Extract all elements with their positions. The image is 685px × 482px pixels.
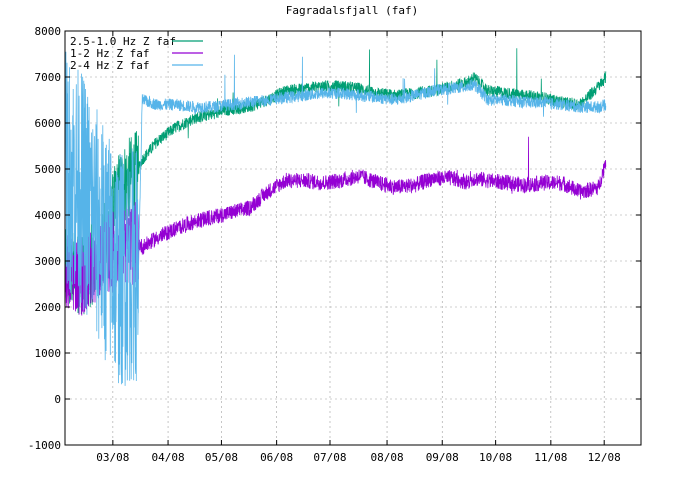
series-line xyxy=(64,48,607,315)
y-tick-label: 6000 xyxy=(35,117,62,130)
y-tick-label: 5000 xyxy=(35,163,62,176)
y-tick-label: 7000 xyxy=(35,71,62,84)
y-tick-label: -1000 xyxy=(28,439,61,452)
x-tick-label: 10/08 xyxy=(479,451,512,464)
series-line xyxy=(64,136,607,316)
x-tick-label: 12/08 xyxy=(588,451,621,464)
series-layer xyxy=(64,48,607,386)
chart-title: Fagradalsfjall (faf) xyxy=(286,4,418,17)
x-tick-label: 03/08 xyxy=(96,451,129,464)
y-tick-label: 8000 xyxy=(35,25,62,38)
x-tick-label: 11/08 xyxy=(534,451,567,464)
x-tick-label: 05/08 xyxy=(205,451,238,464)
plot-frame xyxy=(64,30,642,446)
x-tick-label: 04/08 xyxy=(151,451,184,464)
x-tick-label: 06/08 xyxy=(260,451,293,464)
y-tick-label: 4000 xyxy=(35,209,62,222)
y-tick-label: 2000 xyxy=(35,301,62,314)
legend-label: 2-4 Hz Z faf xyxy=(70,59,149,72)
y-tick-label: 1000 xyxy=(35,347,62,360)
y-tick-label: 0 xyxy=(54,393,61,406)
legend-label: 2.5-1.0 Hz Z faf xyxy=(70,35,176,48)
y-tick-label: 3000 xyxy=(35,255,62,268)
x-tick-label: 07/08 xyxy=(313,451,346,464)
x-tick-label: 09/08 xyxy=(426,451,459,464)
axes: -1000 0 1000 2000 3000 4000 5000 6000 7000 8000 03… xyxy=(28,25,641,464)
x-tick-label: 08/08 xyxy=(370,451,403,464)
legend-label: 1-2 Hz Z faf xyxy=(70,47,149,60)
series-line xyxy=(64,51,607,386)
